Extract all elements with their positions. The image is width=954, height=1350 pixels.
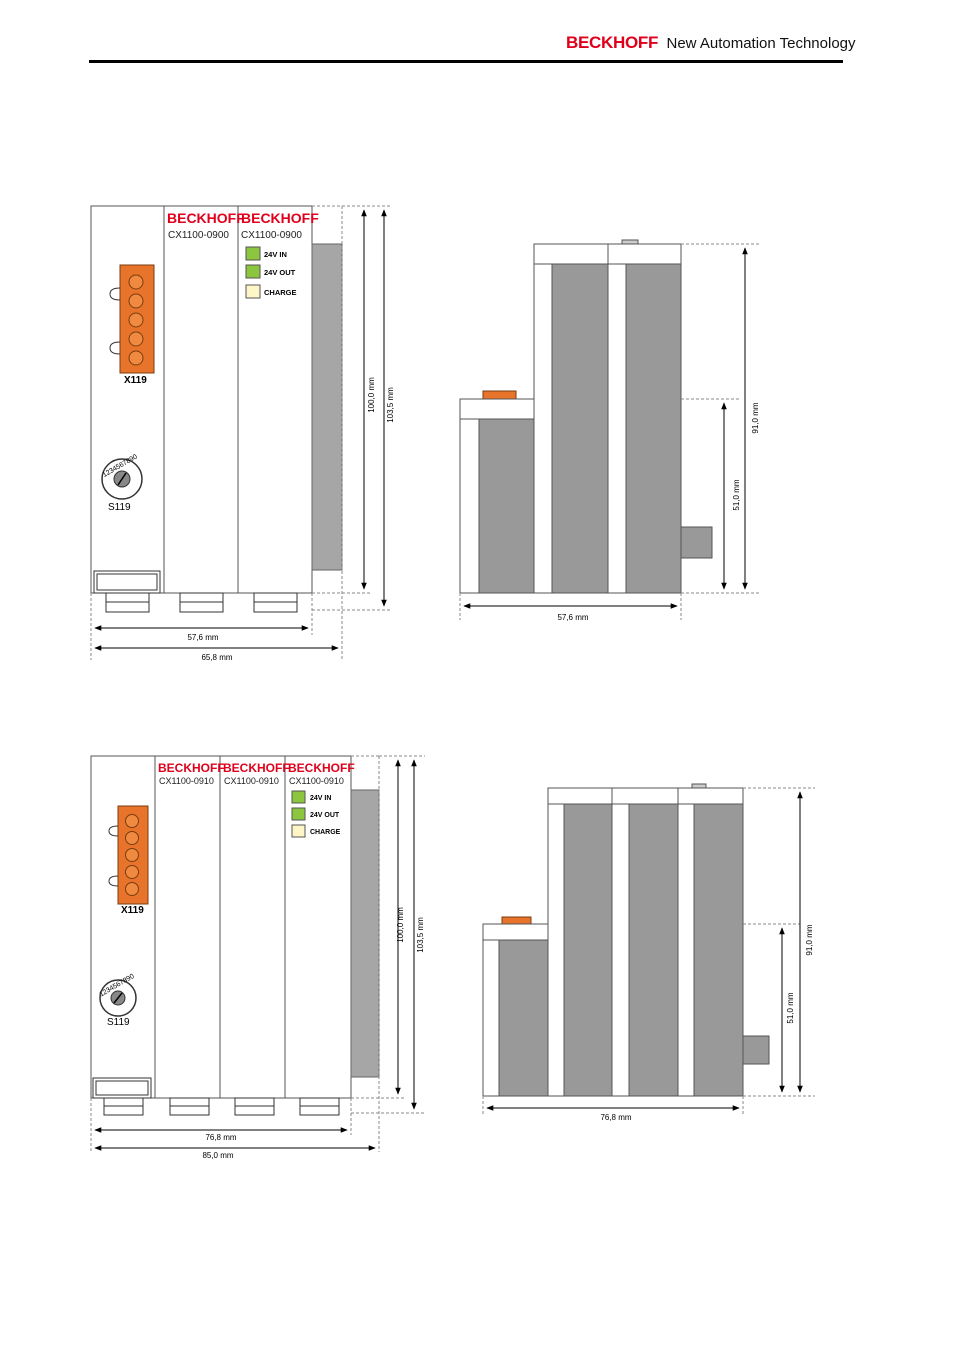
dimension-label: 51,0 mm	[786, 992, 795, 1023]
figure-side-view-0910: 91,0 mm 51,0 mm 76,8 mm	[482, 783, 815, 1122]
figure-side-view-0900: 91,0 mm 51,0 mm 57,6 mm	[459, 239, 760, 622]
model-label: CX1100-0910	[289, 776, 344, 786]
module-side	[628, 803, 679, 1097]
figure-front-view-0910: BECKHOFF BECKHOFF BECKHOFF CX1100-0910 C…	[90, 755, 425, 1160]
led-charge	[245, 284, 261, 299]
model-label: CX1100-0910	[224, 776, 279, 786]
brand-tagline: New Automation Technology	[666, 35, 856, 52]
led-label: 24V OUT	[264, 268, 296, 277]
module-side	[693, 803, 744, 1097]
header-rule	[89, 60, 843, 63]
dimension-label: 103,5 mm	[416, 917, 425, 953]
brand-label: BECKHOFF	[167, 210, 245, 226]
module-3	[284, 755, 352, 1099]
led-charge	[291, 824, 306, 838]
module-side	[625, 263, 682, 594]
module-2	[219, 755, 286, 1099]
led-24v-out	[245, 264, 261, 279]
module-2	[237, 205, 313, 594]
dimension-label: 57,6 mm	[557, 613, 588, 622]
switch-label: S119	[108, 502, 131, 513]
module-1	[154, 755, 221, 1099]
dimension-label: 51,0 mm	[732, 479, 741, 510]
switch-label: S119	[107, 1017, 130, 1028]
dimension-label: 65,8 mm	[201, 653, 232, 662]
connector-label: X119	[124, 375, 147, 386]
led-label: 24V OUT	[310, 812, 340, 819]
terminal-top	[501, 916, 532, 925]
model-label: CX1100-0910	[159, 776, 214, 786]
led-24v-in	[245, 246, 261, 261]
header-brand: BECKHOFF New Automation Technology	[566, 33, 856, 53]
power-module-side	[498, 939, 549, 1097]
brand-label: BECKHOFF	[288, 761, 355, 775]
module-side	[563, 803, 613, 1097]
brand-label: BECKHOFF	[158, 761, 225, 775]
power-module	[90, 205, 165, 594]
terminal-top	[482, 390, 517, 400]
dimension-label: 91,0 mm	[751, 402, 760, 433]
led-label: CHARGE	[310, 829, 341, 836]
model-label: CX1100-0900	[241, 230, 302, 241]
beckhoff-logo: BECKHOFF	[566, 33, 659, 52]
connector-label: X119	[121, 905, 144, 916]
led-24v-out	[291, 807, 306, 821]
dimension-label: 57,6 mm	[187, 633, 218, 642]
terminal-connector	[109, 264, 155, 374]
dimension-label: 91,0 mm	[805, 924, 814, 955]
dimension-label: 76,8 mm	[205, 1133, 236, 1142]
module-1	[163, 205, 239, 594]
terminal-connector	[108, 805, 149, 905]
rotary-switch	[99, 979, 137, 1017]
figure-front-view-0900: BECKHOFF BECKHOFF CX1100-0900 CX1100-090…	[90, 205, 395, 662]
dimension-label: 100,0 mm	[396, 907, 405, 943]
led-label: 24V IN	[310, 795, 331, 802]
end-panel	[311, 243, 343, 571]
module-side	[551, 263, 609, 594]
led-label: CHARGE	[264, 288, 297, 297]
model-label: CX1100-0900	[168, 230, 229, 241]
dimension-label: 103,5 mm	[386, 387, 395, 423]
power-module-side	[478, 418, 535, 594]
end-panel	[350, 789, 380, 1078]
led-label: 24V IN	[264, 250, 287, 259]
dimension-label: 76,8 mm	[600, 1113, 631, 1122]
dimension-label: 85,0 mm	[202, 1151, 233, 1160]
brand-label: BECKHOFF	[241, 210, 319, 226]
rotary-switch	[101, 458, 143, 500]
led-24v-in	[291, 790, 306, 804]
brand-label: BECKHOFF	[223, 761, 290, 775]
dimension-label: 100,0 mm	[367, 377, 376, 413]
